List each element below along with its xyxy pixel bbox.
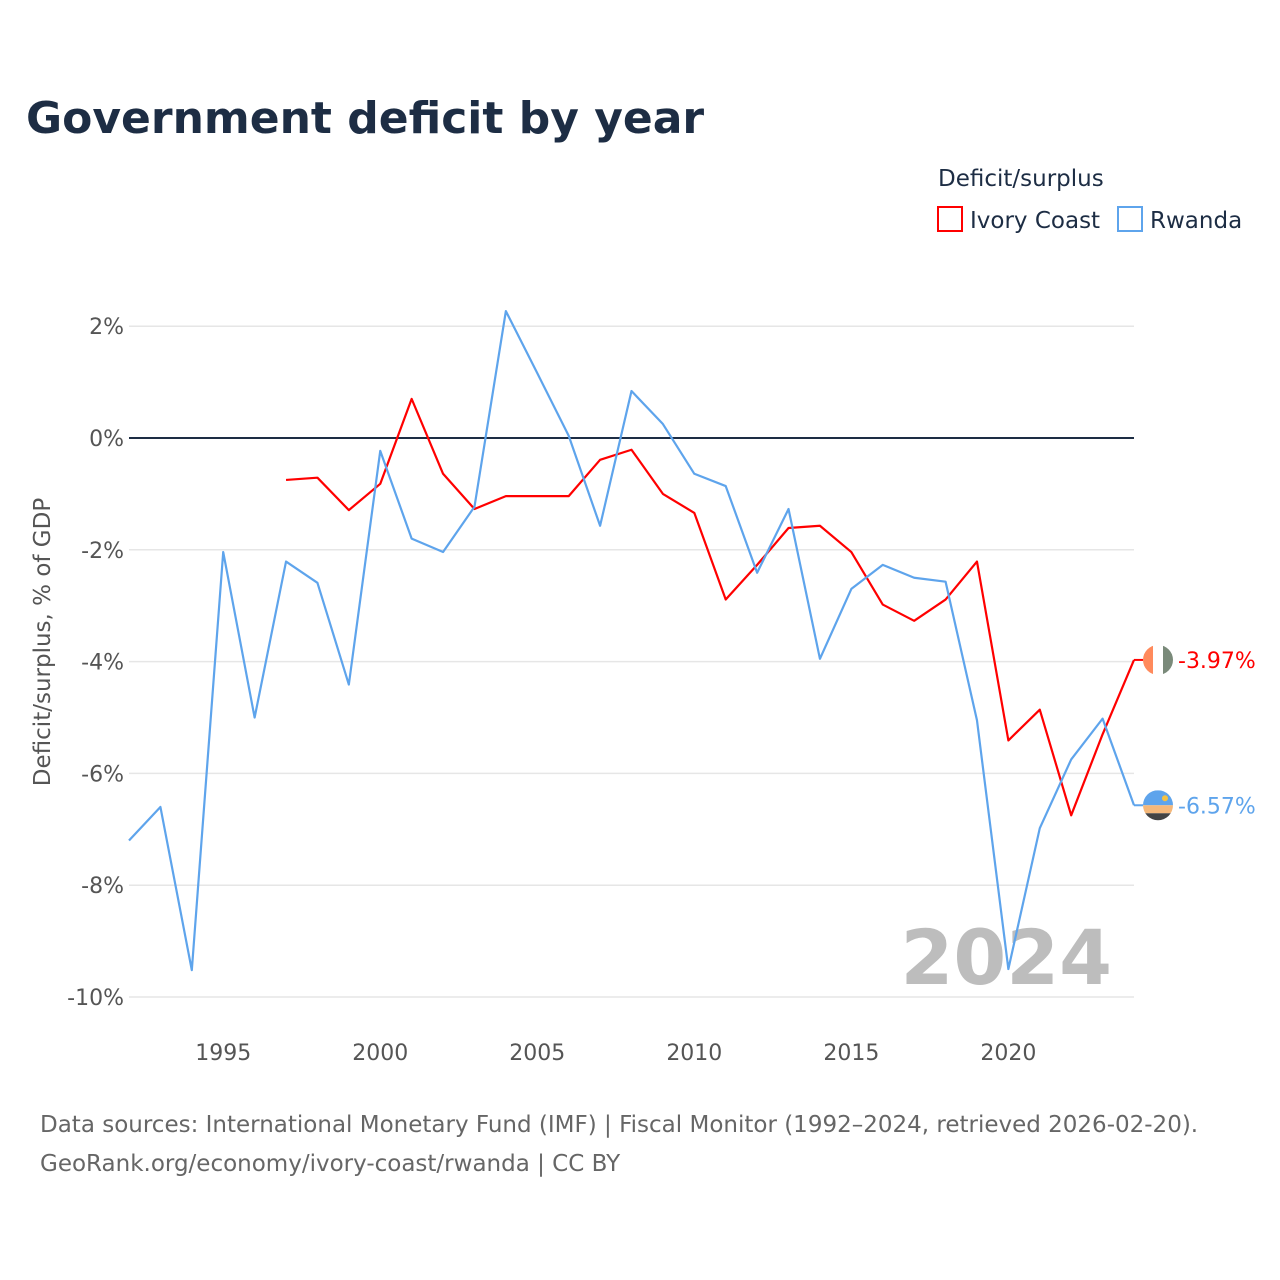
end-label: -6.57% — [1178, 794, 1256, 819]
x-axis: 1995 2000 2005 2010 2015 2020 — [195, 1041, 1036, 1066]
y-tick-label: -4% — [81, 651, 124, 676]
series-line-rwanda — [128, 310, 1136, 972]
y-tick-label: 0% — [89, 427, 124, 452]
y-tick-label: 2% — [89, 315, 124, 340]
flag-stripe — [1163, 644, 1173, 675]
y-axis-label: Deficit/surplus, % of GDP — [30, 498, 56, 787]
x-tick-label: 2015 — [823, 1041, 879, 1066]
flag-stripe — [1143, 790, 1173, 806]
flag-icon — [1143, 644, 1173, 675]
legend-label: Ivory Coast — [970, 208, 1100, 234]
x-tick-label: 2020 — [980, 1041, 1036, 1066]
y-tick-label: -6% — [81, 762, 124, 787]
flag-icon — [1143, 790, 1173, 821]
flag — [1143, 790, 1173, 821]
y-axis: 2% 0% -2% -4% -6% -8% -10% — [67, 315, 124, 1011]
y-tick-label: -8% — [81, 874, 124, 899]
end-labels: -3.97% -6.57% — [1134, 644, 1256, 821]
y-tick-label: -10% — [67, 986, 124, 1011]
x-tick-label: 2000 — [352, 1041, 408, 1066]
x-tick-label: 1995 — [195, 1041, 251, 1066]
legend-swatch — [1117, 206, 1143, 232]
footer-credit: GeoRank.org/economy/ivory-coast/rwanda |… — [40, 1151, 621, 1177]
flag — [1143, 644, 1173, 675]
x-tick-label: 2010 — [666, 1041, 722, 1066]
series-line-ivory-coast — [285, 397, 1136, 817]
flag-stripe — [1143, 805, 1173, 814]
legend: Ivory Coast Rwanda — [937, 206, 1242, 234]
series-lines — [128, 310, 1136, 972]
footer-sources: Data sources: International Monetary Fun… — [40, 1112, 1198, 1138]
x-tick-label: 2005 — [509, 1041, 565, 1066]
chart-title: Government deficit by year — [26, 93, 704, 144]
legend-label: Rwanda — [1150, 208, 1242, 234]
flag-stripe — [1153, 644, 1163, 675]
legend-title: Deficit/surplus — [938, 166, 1104, 192]
flag-sun — [1162, 795, 1168, 802]
flag-stripe — [1143, 644, 1153, 675]
flag-stripe — [1143, 813, 1173, 821]
legend-swatch — [937, 206, 963, 232]
end-label: -3.97% — [1178, 649, 1256, 674]
grid — [129, 325, 1134, 998]
y-tick-label: -2% — [81, 539, 124, 564]
